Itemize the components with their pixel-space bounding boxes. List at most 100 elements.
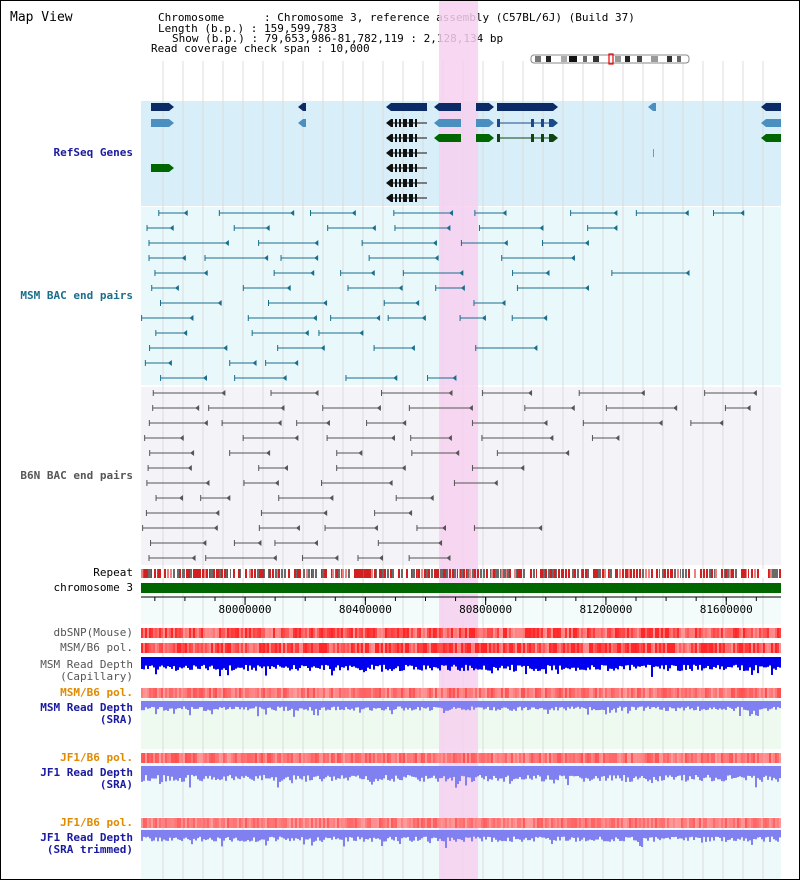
heat-cell <box>371 643 373 653</box>
bac-end-arrow <box>502 210 507 216</box>
heat-cell <box>163 753 165 763</box>
heat-cell <box>645 818 647 828</box>
depth-bar <box>299 830 301 841</box>
depth-bar <box>263 830 265 840</box>
depth-bar <box>417 766 419 780</box>
heat-cell <box>671 688 673 698</box>
heat-cell <box>465 643 467 653</box>
heat-cell <box>705 628 707 638</box>
depth-bar <box>157 701 159 710</box>
heat-cell <box>285 688 287 698</box>
depth-bar <box>243 701 245 710</box>
heat-cell <box>273 688 275 698</box>
heat-cell <box>559 688 561 698</box>
depth-bar <box>447 657 449 670</box>
depth-bar <box>391 766 393 779</box>
heat-cell <box>549 643 551 653</box>
repeat-segment <box>662 569 664 578</box>
heat-cell <box>185 688 187 698</box>
heat-cell <box>239 818 241 828</box>
heat-cell <box>517 688 519 698</box>
depth-bar <box>213 657 215 669</box>
bac-end-arrow <box>455 450 460 456</box>
bac-end-arrow <box>191 555 196 561</box>
repeat-segment <box>188 569 190 578</box>
depth-bar <box>309 701 311 708</box>
heat-cell <box>639 628 641 638</box>
heat-cell <box>463 688 465 698</box>
heat-cell <box>747 818 749 828</box>
depth-bar <box>209 701 211 711</box>
depth-bar <box>335 830 337 840</box>
heat-cell <box>739 628 741 638</box>
heat-cell <box>569 688 571 698</box>
heat-cell <box>539 643 541 653</box>
repeat-segment <box>626 569 628 578</box>
depth-bar <box>363 701 365 709</box>
heat-cell <box>279 628 281 638</box>
heat-cell <box>151 688 153 698</box>
jf1-depth-sra <box>141 766 781 788</box>
heat-cell <box>619 628 621 638</box>
depth-bar <box>471 830 473 842</box>
depth-bar <box>779 701 781 709</box>
repeat-segment <box>507 569 509 578</box>
repeat-segment <box>743 569 745 578</box>
repeat-segment <box>301 569 303 578</box>
heat-cell <box>183 643 185 653</box>
bac-end-arrow <box>314 240 319 246</box>
heat-cell <box>747 643 749 653</box>
depth-bar <box>461 657 463 668</box>
depth-bar <box>309 657 311 671</box>
bac-end-arrow <box>752 390 757 396</box>
repeat-segment <box>606 569 608 578</box>
heat-cell <box>267 818 269 828</box>
heat-cell <box>603 818 605 828</box>
depth-bar <box>151 830 153 842</box>
depth-bar <box>185 701 187 709</box>
label-msm-bac: MSM BAC end pairs <box>20 289 133 302</box>
depth-bar <box>517 766 519 779</box>
repeat-segment <box>449 569 451 578</box>
heat-cell <box>679 818 681 828</box>
heat-cell <box>145 753 147 763</box>
depth-bar <box>543 830 545 838</box>
depth-bar <box>505 657 507 669</box>
depth-bar <box>623 766 625 776</box>
depth-bar <box>447 766 449 780</box>
depth-bar <box>683 766 685 775</box>
depth-bar <box>661 766 663 781</box>
depth-bar <box>493 830 495 838</box>
heat-cell <box>587 818 589 828</box>
depth-bar <box>485 830 487 840</box>
heat-cell <box>267 688 269 698</box>
heat-cell <box>359 688 361 698</box>
heat-cell <box>325 628 327 638</box>
depth-bar <box>217 830 219 838</box>
heat-cell <box>235 753 237 763</box>
heat-cell <box>525 643 527 653</box>
depth-bar <box>627 830 629 838</box>
depth-bar <box>459 830 461 840</box>
heat-cell <box>331 628 333 638</box>
heat-cell <box>511 818 513 828</box>
heat-cell <box>229 643 231 653</box>
heat-cell <box>259 628 261 638</box>
depth-bar <box>263 701 265 710</box>
heat-cell <box>309 643 311 653</box>
heat-cell <box>529 628 531 638</box>
repeat-segment <box>367 569 369 578</box>
heat-cell <box>715 753 717 763</box>
repeat-segment <box>548 569 550 578</box>
depth-bar <box>545 830 547 839</box>
bac-end-arrow <box>539 225 544 231</box>
depth-bar <box>681 766 683 781</box>
heat-cell <box>347 818 349 828</box>
heat-cell <box>475 818 477 828</box>
depth-bar <box>235 766 237 777</box>
gene-exon <box>395 119 397 127</box>
heat-cell <box>455 818 457 828</box>
depth-bar <box>465 701 467 711</box>
gene-exon <box>391 149 393 157</box>
